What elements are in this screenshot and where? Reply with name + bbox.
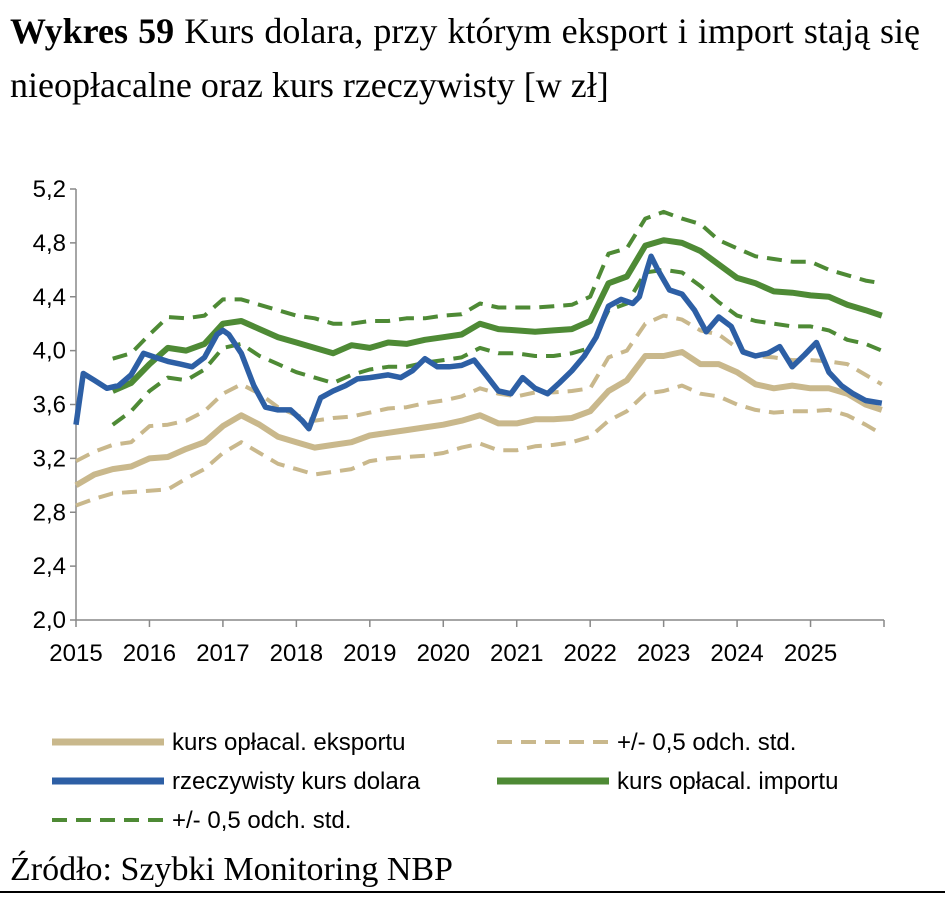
x-tick-label: 2019 bbox=[343, 640, 396, 667]
series-line-export bbox=[74, 349, 883, 488]
legend-label: rzeczywisty kurs dolara bbox=[172, 768, 421, 795]
legend-label: kurs opłacal. importu bbox=[617, 768, 838, 795]
series-line-import-band-lo bbox=[111, 267, 883, 427]
y-tick-label: 2,0 bbox=[33, 607, 66, 634]
x-tick-label: 2023 bbox=[637, 640, 690, 667]
x-tick-label: 2024 bbox=[710, 640, 763, 667]
x-tick-label: 2016 bbox=[123, 640, 176, 667]
legend-item: kurs opłacal. importu bbox=[497, 768, 838, 795]
source-note: Źródło: Szybki Monitoring NBP bbox=[10, 851, 453, 888]
y-tick-label: 3,6 bbox=[33, 392, 66, 419]
y-tick-label: 2,8 bbox=[33, 499, 66, 526]
series-line-import bbox=[111, 237, 883, 394]
chart-axes: 2,0 2,4 2,8 3,2 3,6 4,0 4,4 4,8 5,2 2015 2016 2017 2… bbox=[33, 176, 885, 667]
chart-title-text: Kurs dolara, przy którym eksport i impor… bbox=[10, 11, 921, 105]
legend-label: kurs opłacal. eksportu bbox=[172, 729, 405, 756]
x-tick-label: 2018 bbox=[270, 640, 323, 667]
legend-label: +/- 0,5 odch. std. bbox=[172, 807, 351, 834]
x-tick-label: 2022 bbox=[563, 640, 616, 667]
legend-item: +/- 0,5 odch. std. bbox=[52, 807, 351, 834]
y-tick-label: 3,2 bbox=[33, 445, 66, 472]
y-tick-label: 4,4 bbox=[33, 284, 66, 311]
series-line-import-band-hi bbox=[112, 209, 883, 361]
series-line-actual bbox=[73, 253, 883, 432]
x-tick-label: 2017 bbox=[196, 640, 249, 667]
x-tick-label: 2025 bbox=[784, 640, 837, 667]
series-line-export-band-lo bbox=[75, 383, 883, 508]
y-tick-label: 4,0 bbox=[33, 338, 66, 365]
chart-series bbox=[73, 209, 883, 508]
x-tick-label: 2021 bbox=[490, 640, 543, 667]
y-tick-label: 5,2 bbox=[33, 176, 66, 203]
x-tick-label: 2015 bbox=[49, 640, 102, 667]
y-tick-label: 4,8 bbox=[33, 230, 66, 257]
legend-label: +/- 0,5 odch. std. bbox=[617, 729, 796, 756]
chart-title-label: Wykres 59 bbox=[10, 11, 175, 51]
x-tick-label: 2020 bbox=[417, 640, 470, 667]
y-tick-label: 2,4 bbox=[33, 553, 66, 580]
legend-item: +/- 0,5 odch. std. bbox=[497, 729, 796, 756]
chart-legend: kurs opłacal. eksportu +/- 0,5 odch. std.… bbox=[52, 729, 838, 834]
bottom-rule bbox=[0, 891, 945, 893]
legend-item: kurs opłacal. eksportu bbox=[52, 729, 405, 756]
legend-item: rzeczywisty kurs dolara bbox=[52, 768, 421, 795]
chart-title: Wykres 59 Kurs dolara, przy którym ekspo… bbox=[10, 4, 920, 112]
